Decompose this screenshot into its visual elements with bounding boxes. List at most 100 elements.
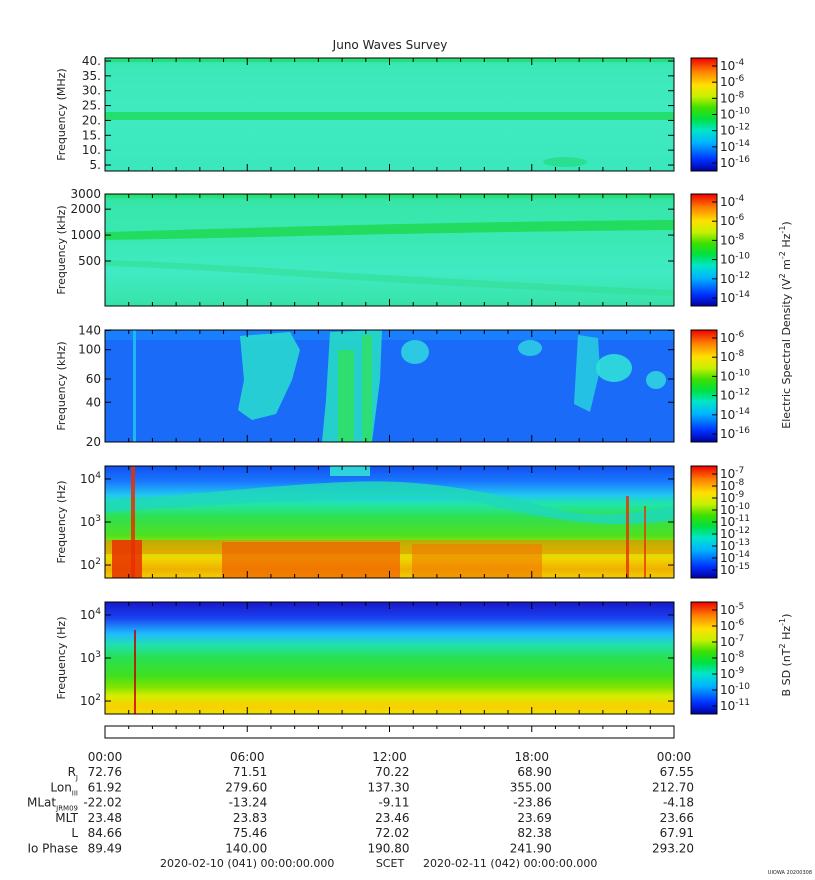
time-tick-label: 00:00 [657,750,692,764]
panel-5-ylabel: Frequency (Hz) [55,617,68,700]
ephemeris-value: 23.66 [660,811,694,825]
panel-4-colorbar-tick-label: 10-12 [720,526,750,541]
panel-1-ytick-label: 5. [90,158,101,172]
panel-5-lfr-magnetic [105,602,674,714]
panel-3-ytick-label: 100 [78,343,101,357]
ephemeris-value: -22.02 [83,796,122,810]
panel-5-colorbar-tick-label: 10-7 [720,634,744,649]
ephemeris-label: MLatJRM09 [27,796,78,813]
panel-1-colorbar-tick-label: 10-10 [720,107,750,122]
ephemeris-value: 72.76 [88,765,122,779]
ephemeris-value: 23.69 [517,811,551,825]
panel-1-axes: 40.35.30.25.20.15.10.5. Frequency (MHz) [55,54,675,172]
ephemeris-value: 140.00 [225,842,267,856]
panel-3-colorbar-tick-label: 10-16 [720,426,750,441]
panel-4-burst-3 [412,544,542,578]
panel-5-ytick-label: 102 [80,693,101,708]
ephemeris-label: MLT [55,811,78,825]
panel-4-colorbar-tick-label: 10-9 [720,490,745,505]
ephemeris-value: 89.49 [88,842,122,856]
panel-4-top-patch [330,466,370,476]
panel-4-colorbar-tick-label: 10-13 [720,538,750,553]
panel-4-colorbar-tick-label: 10-10 [720,502,750,517]
panel-3-patch-3 [596,354,632,382]
panel-4-lfr-electric [105,466,674,578]
panel-4-ytick-label: 104 [80,471,101,486]
colorbar-label-magnetic: B SD (nT2 Hz-1) [778,614,793,697]
panel-3-ylabel: Frequency (kHz) [55,341,68,430]
chart-title: Juno Waves Survey [332,38,448,52]
ephemeris-table: RJ 72.76 71.51 70.22 68.90 67.55 LonIII 61.92 27… [27,765,694,856]
ephemeris-value: 70.22 [375,765,409,779]
ephemeris-value: 293.20 [652,842,694,856]
panel-4-colorbar-tick-label: 10-11 [720,514,750,529]
panel-4-spike-3 [644,506,646,578]
panel-2-ytick-label: 2000 [70,202,101,216]
panel-3-emission-right [574,335,600,412]
panel-1-colorbar-tick-label: 10-4 [720,58,745,73]
panel-3-stripe-1 [133,330,136,442]
panel-2-colorbar-tick-label: 10-6 [720,213,745,228]
panel-4-colorbar: 10-710-810-910-1010-1110-1210-1310-1410-… [690,465,750,579]
panel-2-colorbar-tick-label: 10-12 [720,271,750,286]
panel-1-colorbar-tick-label: 10-12 [720,123,750,138]
ephemeris-label: RJ [68,765,78,782]
ephemeris-value: 68.90 [517,765,551,779]
panel-1-colorbar-tick-label: 10-16 [720,155,750,170]
panel-5-colorbar-tick-label: 10-9 [720,666,745,681]
panel-5-ytick-label: 103 [80,650,101,665]
time-axis: 00:00 06:00 12:00 18:00 00:00 [88,726,692,764]
ephemeris-label: Io Phase [27,842,78,856]
ephemeris-label: L [71,826,78,840]
panel-3-patch-4 [646,371,666,389]
panel-5-spectrogram [105,602,674,714]
panel-5-colorbar-tick-label: 10-8 [720,650,745,665]
ephemeris-value: 279.60 [225,780,267,794]
panel-5-colorbar-tick-label: 10-10 [720,682,750,697]
ephemeris-value: 61.92 [88,780,122,794]
time-tick-label: 00:00 [88,750,123,764]
panel-2-ytick-label: 3000 [70,187,101,201]
time-tick-label: 18:00 [514,750,549,764]
panel-4-colorbar-tick-label: 10-15 [720,562,750,577]
panel-2-colorbar-scale [690,193,718,307]
panel-5-colorbar-tick-label: 10-5 [720,602,744,617]
panel-2-hfr-low [105,194,674,306]
ephemeris-value: 137.30 [368,780,410,794]
panel-5-ytick-label: 104 [80,607,101,622]
time-tick-label: 06:00 [230,750,265,764]
version-stamp: UIOWA 20200308 [768,870,812,876]
panel-1-ytick-label: 40. [82,54,101,68]
ephemeris-value: 23.48 [88,811,122,825]
panel-4-plasma-arc [105,481,674,524]
panel-4-colorbar-tick-label: 10-7 [720,466,744,481]
panel-2-band-1mhz [105,220,674,240]
panel-1-band-21mhz [105,112,674,120]
panel-2-colorbar-tick-label: 10-4 [720,194,745,209]
panel-1-hfr-high [105,58,674,171]
time-caption-scet: SCET [376,857,405,870]
ephemeris-value: 23.83 [233,811,267,825]
panel-1-colorbar-tick-label: 10-14 [720,139,750,154]
panel-3-emission-core-2 [362,335,372,442]
ephemeris-value: 355.00 [510,780,552,794]
ephemeris-label: LonIII [50,780,78,797]
panel-4-spike-1 [131,466,135,578]
ephemeris-value: 23.46 [375,811,409,825]
panel-3-colorbar-tick-label: 10-14 [720,407,750,422]
panel-5-colorbar-tick-label: 10-6 [720,618,745,633]
panel-3-ytick-label: 140 [78,323,101,337]
panel-2-colorbar-tick-label: 10-10 [720,252,750,267]
time-caption-end: 2020-02-11 (042) 00:00:00.000 [423,857,597,870]
panel-3-ytick-label: 60 [86,372,101,386]
panel-2-ylabel: Frequency (kHz) [55,205,68,294]
ephemeris-value: 75.46 [233,826,267,840]
panel-2-colorbar-tick-label: 10-8 [720,232,745,247]
panel-3-patch-1 [401,340,429,364]
ephemeris-value: -23.86 [513,796,552,810]
panel-4-colorbar-tick-label: 10-14 [720,550,750,565]
panel-2-ytick-label: 500 [78,254,101,268]
